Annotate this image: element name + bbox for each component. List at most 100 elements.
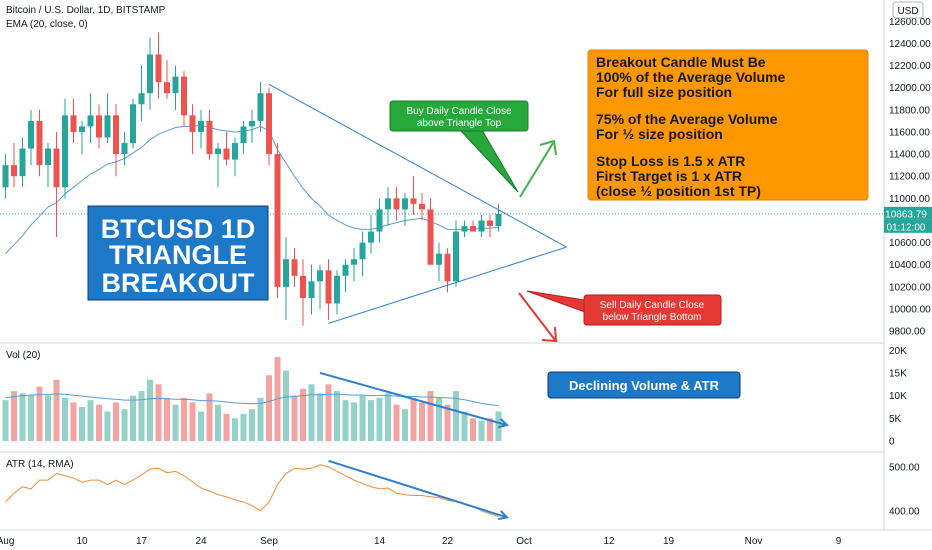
candle-body — [138, 93, 145, 105]
candle-body — [155, 54, 162, 83]
volume-bar — [70, 402, 77, 441]
price-tick-label: 11800.00 — [889, 105, 930, 116]
atr-trend-arrow-head — [497, 510, 509, 521]
volume-bar — [419, 402, 425, 441]
svg-text:TRIANGLE: TRIANGLE — [109, 240, 247, 270]
volume-bar — [223, 413, 230, 441]
volume-bar — [402, 409, 408, 441]
svg-text:above Triangle Top: above Triangle Top — [417, 118, 502, 129]
volume-bar — [308, 384, 315, 441]
candle-body — [453, 231, 459, 282]
time-tick-label: 12 — [603, 536, 615, 547]
svg-text:below Triangle Bottom: below Triangle Bottom — [603, 312, 702, 323]
atr-series — [5, 464, 499, 518]
volume-bar — [11, 391, 17, 441]
candle-body — [198, 120, 204, 132]
ema-legend: EMA (20, close, 0) — [6, 19, 88, 30]
volume-bar — [147, 379, 153, 441]
candle-body — [172, 76, 179, 94]
candle-body — [359, 242, 366, 260]
last-price-label: 10863.79 — [884, 206, 932, 220]
volume-tick-label: 15K — [889, 368, 907, 379]
price-tick-label: 9800.00 — [889, 327, 926, 338]
candle-body — [444, 253, 451, 282]
candle-body — [79, 126, 85, 132]
volume-bar — [334, 391, 340, 441]
time-tick-label: 22 — [442, 536, 454, 547]
time-tick-label: 14 — [374, 536, 386, 547]
declining-volume-note: Declining Volume & ATR — [547, 371, 741, 399]
price-tick-label: 11200.00 — [889, 172, 930, 183]
time-tick-label: Aug — [0, 536, 14, 547]
candle-body — [130, 104, 136, 144]
volume-bar — [393, 404, 400, 441]
svg-text:10863.79: 10863.79 — [885, 209, 927, 220]
volume-bar — [172, 404, 179, 441]
volume-bar — [368, 400, 374, 441]
price-tick-label: 11600.00 — [889, 127, 930, 138]
candle-body — [249, 120, 255, 127]
candle-body — [19, 148, 26, 177]
volume-bar — [87, 400, 94, 441]
candle-body — [393, 198, 400, 210]
volume-bar — [461, 411, 468, 441]
volume-bar — [189, 402, 196, 441]
volume-bar — [376, 397, 383, 441]
candle-body — [121, 143, 128, 155]
price-tick-label: 12400.00 — [889, 39, 931, 50]
volume-bar — [291, 395, 298, 441]
candle-body — [2, 165, 9, 188]
volume-bar — [138, 391, 145, 441]
candle-body — [36, 120, 43, 166]
volume-bar — [359, 395, 366, 441]
candle-body — [28, 120, 34, 149]
volume-tick-label: 5K — [889, 414, 902, 425]
volume-bar — [62, 397, 68, 441]
candle-body — [334, 275, 340, 304]
candle-body — [351, 259, 357, 265]
svg-text:01:12:00: 01:12:00 — [887, 222, 926, 233]
volume-bar — [79, 406, 85, 441]
svg-text:USD: USD — [897, 6, 918, 17]
time-tick-label: 19 — [663, 536, 675, 547]
volume-bar — [427, 391, 434, 441]
volume-bar — [215, 404, 221, 441]
atr-legend: ATR (14, RMA) — [6, 459, 74, 470]
main-title-box: BTCUSD 1D TRIANGLE BREAKOUT — [87, 205, 269, 301]
candle-body — [478, 220, 485, 232]
volume-bar — [232, 418, 238, 441]
candle-body — [495, 213, 502, 227]
volume-bar — [155, 384, 162, 441]
atr-trend-arrow — [328, 459, 508, 519]
volume-bar — [436, 397, 442, 441]
candle-body — [291, 259, 298, 276]
candle-body — [206, 120, 213, 155]
svg-text:100% of the Average Volume: 100% of the Average Volume — [596, 69, 786, 85]
volume-bar — [130, 395, 136, 441]
volume-bar — [453, 391, 459, 441]
candle-body — [274, 154, 281, 287]
candle-body — [147, 54, 153, 94]
svg-text:Breakout Candle Must Be: Breakout Candle Must Be — [596, 54, 766, 70]
time-tick-label: Sep — [260, 536, 278, 547]
svg-text:First Target is 1 x ATR: First Target is 1 x ATR — [596, 168, 742, 184]
candle-body — [189, 115, 196, 132]
volume-bar — [181, 397, 187, 441]
atr-tick-label: 400.00 — [889, 506, 920, 517]
buy-callout: Buy Daily Candle Close above Triangle To… — [389, 100, 529, 193]
currency-button[interactable]: USD — [892, 1, 924, 19]
candle-body — [232, 143, 238, 160]
candle-body — [113, 115, 119, 155]
candle-body — [300, 275, 306, 298]
candle-body — [368, 231, 374, 243]
triangle-lower-line — [328, 246, 567, 324]
svg-text:BREAKOUT: BREAKOUT — [102, 268, 256, 298]
price-tick-label: 12600.00 — [889, 17, 931, 28]
volume-tick-label: 20K — [889, 346, 907, 357]
price-tick-label: 12200.00 — [889, 61, 931, 72]
candle-body — [376, 209, 383, 232]
candle-body — [96, 115, 102, 138]
candle-body — [402, 198, 408, 210]
candle-body — [427, 209, 434, 265]
volume-trend-arrow-head — [498, 418, 510, 429]
